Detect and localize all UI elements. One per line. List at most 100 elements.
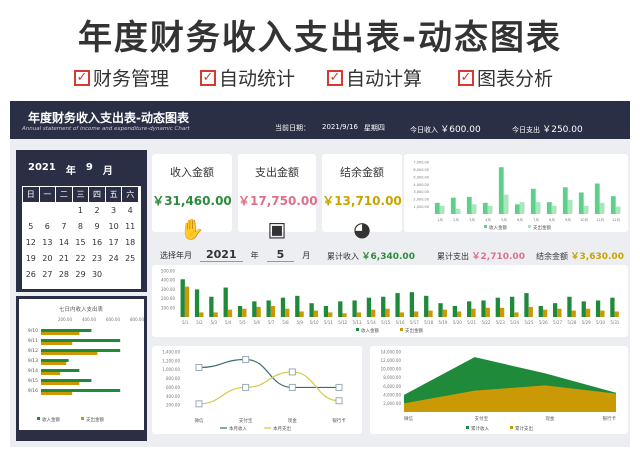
expense-bar (471, 204, 477, 214)
month-input[interactable]: 5 (266, 248, 295, 262)
calendar-day[interactable]: 15 (75, 238, 86, 247)
y-tick-label: 4,000.00 (413, 183, 429, 187)
calendar-day[interactable]: 17 (108, 238, 119, 247)
calendar-day[interactable]: 25 (125, 254, 136, 263)
calendar-month[interactable]: 9 (85, 162, 93, 173)
income-bar (524, 293, 529, 317)
income-bar (41, 369, 80, 372)
calendar-day[interactable]: 24 (108, 254, 119, 263)
y-tick-label: 1,400.00 (162, 350, 180, 355)
income-bar (280, 297, 286, 317)
checkbox-checked-icon: ✓ (200, 69, 216, 86)
income-bar (567, 296, 572, 317)
expense-bar (583, 205, 589, 214)
year-input[interactable]: 2021 (200, 248, 243, 262)
x-tick-label: 5/3 (211, 320, 218, 325)
calendar-day[interactable]: 1 (77, 206, 84, 216)
calendar-day[interactable]: 10 (108, 222, 119, 231)
income-bar (514, 204, 520, 214)
y-tick-label: 200.00 (166, 403, 180, 408)
calendar-day[interactable]: 13 (42, 238, 53, 247)
data-point (195, 364, 203, 371)
y-tick-label: 400.00 (166, 394, 180, 399)
calendar-day[interactable]: 11 (125, 222, 136, 231)
y-tick-label: 9/16 (28, 388, 38, 394)
x-tick-label: 5/17 (410, 320, 419, 325)
legend-label: 支出金额 (533, 224, 551, 231)
cum-expense: ￥2,710.00 (471, 252, 525, 262)
calendar-day[interactable]: 5 (28, 222, 34, 231)
x-tick-label: 5/14 (367, 320, 376, 325)
calendar-day[interactable]: 7 (61, 222, 67, 231)
kpi-label: 结余金额 (340, 166, 384, 179)
kpi-label: 支出金额 (255, 166, 299, 179)
calendar-day[interactable]: 28 (58, 270, 69, 279)
y-tick-label: 300.00 (161, 287, 175, 292)
x-tick-label: 1月 (437, 217, 443, 222)
x-tick-label: 5/21 (467, 320, 476, 325)
expense-bar (519, 202, 525, 214)
feature-item: ✓ 自动计算 (327, 64, 422, 91)
income-bar (41, 379, 92, 382)
y-tick-label: 10,000.00 (381, 367, 402, 372)
calendar-day[interactable]: 9 (94, 222, 100, 231)
calendar-day (39, 203, 56, 219)
x-tick-label: 现金 (545, 415, 554, 422)
calendar-day[interactable]: 3 (111, 206, 117, 216)
y-tick-label: 600.00 (166, 385, 180, 390)
x-tick-label: 600.00 (106, 317, 120, 322)
chart-title: 七日内收入支出表 (59, 305, 104, 313)
y-tick-label: 14,000.00 (381, 350, 402, 355)
x-tick-label: 5/15 (381, 320, 390, 325)
income-line (198, 358, 340, 389)
income-bar (252, 301, 257, 317)
weekday-header: 二 (55, 186, 73, 203)
legend-label: 支出金额 (86, 416, 104, 423)
checkbox-checked-icon: ✓ (458, 69, 474, 86)
today-income: ￥600.00 (440, 125, 481, 135)
x-tick-label: 5/20 (453, 320, 462, 325)
x-tick-label: 微信 (195, 417, 204, 424)
today-income-label: 今日收入 (410, 126, 438, 134)
expense-bar (439, 205, 445, 214)
x-tick-label: 5/11 (324, 320, 333, 325)
legend-swatch (37, 417, 40, 420)
cum-income-label: 累计收入 (327, 252, 359, 261)
x-tick-label: 5/9 (297, 320, 304, 325)
channel-month-chart: 200.00 400.00 600.00 800.00 1,000.00 1,200.00… (162, 350, 346, 433)
cum-expense-label: 累计支出 (437, 252, 469, 261)
calendar-day[interactable]: 23 (91, 254, 103, 263)
expense-bar (371, 309, 376, 317)
income-bar (366, 297, 372, 317)
y-tick-label: 9/12 (28, 348, 38, 354)
x-tick-label: 5/4 (225, 320, 232, 325)
income-bar (578, 192, 584, 214)
calendar-day[interactable]: 4 (127, 206, 133, 216)
calendar-day[interactable]: 22 (75, 254, 86, 263)
calendar-day[interactable]: 6 (44, 222, 50, 231)
x-tick-label: 12月 (612, 217, 620, 222)
hand-coins-icon: ✋ (179, 217, 205, 241)
calendar-day[interactable]: 14 (58, 238, 69, 247)
pie-chart-icon: ◕ (353, 217, 371, 241)
calendar-day[interactable]: 21 (58, 254, 69, 263)
calendar-day[interactable]: 12 (25, 238, 36, 247)
calendar-day[interactable]: 29 (75, 270, 86, 279)
calendar-day[interactable]: 30 (91, 270, 103, 279)
calendar-day[interactable]: 26 (25, 270, 36, 279)
expense-bar (41, 372, 61, 375)
calendar-day[interactable]: 19 (25, 254, 36, 263)
x-tick-label: 支付宝 (239, 417, 253, 424)
x-tick-label: 9月 (565, 217, 571, 222)
x-tick-label: 现金 (288, 417, 297, 424)
calendar-day[interactable]: 2 (94, 206, 100, 216)
x-tick-label: 5/22 (481, 320, 490, 325)
calendar-year[interactable]: 2021 (28, 162, 56, 173)
calendar-day[interactable]: 27 (42, 270, 53, 279)
y-tick-label: 3,000.00 (413, 190, 429, 194)
income-bar (610, 297, 615, 317)
calendar-day[interactable]: 16 (91, 238, 103, 247)
calendar-day[interactable]: 18 (125, 238, 136, 247)
calendar-day[interactable]: 20 (42, 254, 53, 263)
calendar-day[interactable]: 8 (77, 222, 84, 231)
